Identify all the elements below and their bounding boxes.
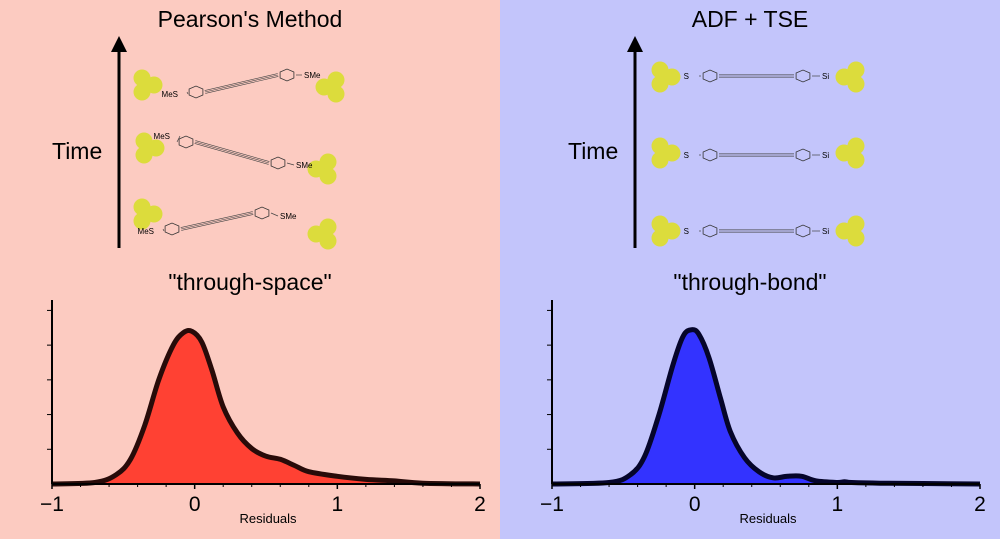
right-gold-atom-2a-2 <box>663 222 681 240</box>
right-title: ADF + TSE <box>691 6 809 32</box>
left-subtitle: "through-space" <box>168 269 332 295</box>
left-x-axis-title: Residuals <box>239 511 297 526</box>
left-x-tick-label-0: −1 <box>40 493 64 516</box>
left-density-line <box>51 327 481 487</box>
left-alkyne-bond-0-0 <box>204 73 278 91</box>
left-alkyne-bond-2-0 <box>180 211 253 228</box>
left-figure: MeS SMe MeS SMe MeS SMe −1 0 1 2 Residuals <box>40 36 486 526</box>
right-end-label-1-a: S <box>684 151 689 160</box>
left-benzene-ring-1b <box>270 156 286 170</box>
right-benzene-ring-1a <box>702 148 718 162</box>
left-alkyne-bond-1-0 <box>195 140 270 162</box>
left-benzene-ring-2a <box>164 222 180 236</box>
left-gold-atom-1b-2 <box>307 160 325 178</box>
left-panel: Pearson's Method Time "through-space" Me… <box>0 0 500 539</box>
left-end-label-1-b: SMe <box>296 161 313 170</box>
right-x-tick-label-3: 2 <box>974 493 986 516</box>
right-end-label-0-a: S <box>684 72 689 81</box>
left-s-bond-2-b <box>270 212 279 217</box>
left-end-label-0-a: MeS <box>162 90 178 99</box>
right-benzene-ring-0b <box>795 69 811 83</box>
right-gold-atom-0a-2 <box>663 68 681 86</box>
left-alkyne-bond-2-2 <box>181 214 254 231</box>
left-gold-atom-1a-2 <box>147 139 165 157</box>
time-arrow-head <box>627 36 643 52</box>
left-end-label-1-a: MeS <box>154 132 170 141</box>
left-s-bond-0-a <box>186 91 189 95</box>
right-density-area <box>552 329 980 484</box>
left-end-label-0-b: SMe <box>304 71 321 80</box>
left-alkyne-bond-2-1 <box>180 212 254 230</box>
left-density-area <box>52 330 480 484</box>
right-end-label-2-b: Si <box>822 227 829 236</box>
time-arrow-head <box>111 36 127 52</box>
right-end-label-2-a: S <box>684 227 689 236</box>
left-benzene-ring-0a <box>188 85 204 99</box>
right-gold-atom-1b-2 <box>835 144 853 162</box>
right-x-axis-title: Residuals <box>739 511 797 526</box>
right-gold-atom-1a-2 <box>663 144 681 162</box>
left-benzene-ring-0b <box>279 68 295 82</box>
right-gold-atom-0b-2 <box>835 68 853 86</box>
left-s-bond-1-b <box>286 162 295 166</box>
right-end-label-0-b: Si <box>822 72 829 81</box>
left-x-tick-label-3: 2 <box>474 493 486 516</box>
left-alkyne-bond-1-1 <box>194 141 270 164</box>
left-alkyne-bond-1-2 <box>194 143 269 165</box>
left-alkyne-bond-0-2 <box>205 76 279 94</box>
left-benzene-ring-1a <box>178 135 194 149</box>
right-x-tick-label-0: −1 <box>540 493 564 516</box>
left-time-label: Time <box>52 138 103 164</box>
left-alkyne-bond-0-1 <box>204 74 279 93</box>
right-end-label-1-b: Si <box>822 151 829 160</box>
right-benzene-ring-2a <box>702 224 718 238</box>
left-x-tick-label-1: 0 <box>189 493 201 516</box>
left-s-bond-2-a <box>162 228 165 232</box>
right-x-tick-label-1: 0 <box>689 493 701 516</box>
left-s-bond-1-a <box>176 135 181 143</box>
left-end-label-2-a: MeS <box>138 227 154 236</box>
left-benzene-ring-2b <box>254 206 270 220</box>
right-x-tick-label-2: 1 <box>831 493 843 516</box>
right-gold-atom-2b-2 <box>835 222 853 240</box>
right-time-label: Time <box>568 138 619 164</box>
right-benzene-ring-1b <box>795 148 811 162</box>
left-gold-atom-2b-2 <box>307 225 325 243</box>
right-subtitle: "through-bond" <box>673 269 827 295</box>
right-benzene-ring-0a <box>702 69 718 83</box>
left-gold-atom-0b-2 <box>315 78 333 96</box>
right-benzene-ring-2b <box>795 224 811 238</box>
left-gold-atom-2a-2 <box>145 205 163 223</box>
right-panel: ADF + TSE Time "through-bond" S Si S Si S Si −… <box>500 0 1000 539</box>
left-end-label-2-b: SMe <box>280 212 297 221</box>
left-title: Pearson's Method <box>157 6 343 32</box>
right-figure: S Si S Si S Si −1 0 1 2 Residuals <box>540 36 986 526</box>
right-density-line <box>551 327 981 487</box>
left-gold-atom-0a-2 <box>145 76 163 94</box>
left-x-tick-label-2: 1 <box>331 493 343 516</box>
